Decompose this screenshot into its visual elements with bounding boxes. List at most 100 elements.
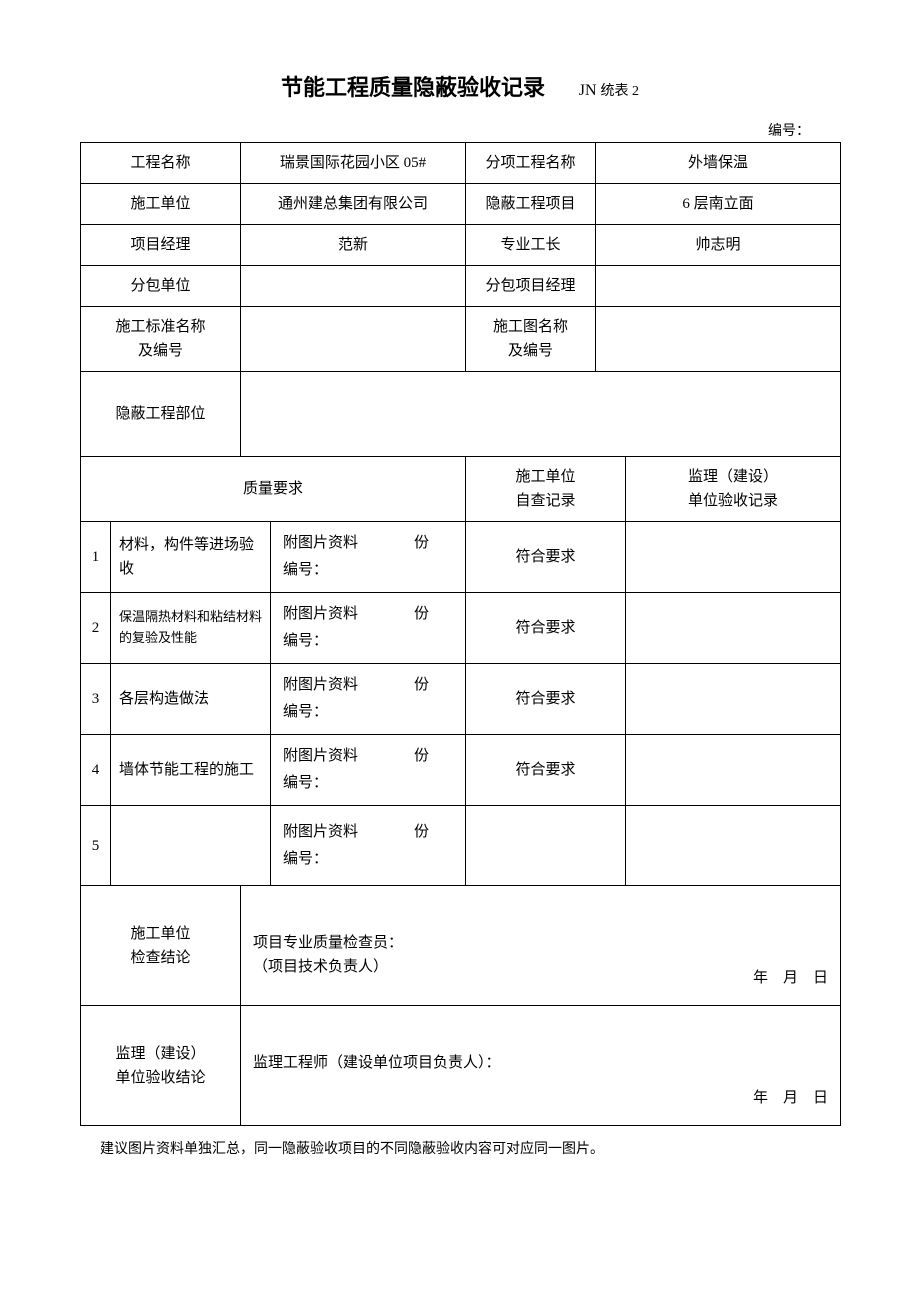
supervision-label-line2: 单位验收记录 bbox=[688, 493, 778, 509]
item-result: 符合要求 bbox=[466, 735, 626, 806]
item-row: 2 保温隔热材料和粘结材料的复验及性能 附图片资料 份 编号： 符合要求 bbox=[81, 593, 841, 664]
item-result: 符合要求 bbox=[466, 522, 626, 593]
serial-number-label: 编号： bbox=[80, 120, 840, 140]
construction-unit-label: 施工单位 bbox=[81, 184, 241, 225]
footer-note: 建议图片资料单独汇总，同一隐蔽验收项目的不同隐蔽验收内容可对应同一图片。 bbox=[80, 1138, 840, 1158]
construction-conclusion-content: 项目专业质量检查员： （项目技术负责人） 年 月 日 bbox=[241, 886, 841, 1006]
item-no: 4 bbox=[81, 735, 111, 806]
supervision-conclusion-line1: 监理（建设） bbox=[116, 1046, 206, 1062]
attachment-cell: 附图片资料 份 编号： bbox=[271, 664, 466, 735]
attachment-cell: 附图片资料 份 编号： bbox=[271, 806, 466, 886]
item-result: 符合要求 bbox=[466, 593, 626, 664]
item-row: 1 材料，构件等进场验收 附图片资料 份 编号： 符合要求 bbox=[81, 522, 841, 593]
main-title: 节能工程质量隐蔽验收记录 bbox=[281, 75, 545, 100]
construction-signer-line1: 项目专业质量检查员： bbox=[253, 931, 828, 955]
construction-conclusion-label: 施工单位 检查结论 bbox=[81, 886, 241, 1006]
inspection-table: 工程名称 瑞景国际花园小区 05# 分项工程名称 外墙保温 施工单位 通州建总集… bbox=[80, 142, 841, 1126]
project-manager-label: 项目经理 bbox=[81, 225, 241, 266]
item-no: 3 bbox=[81, 664, 111, 735]
self-check-label: 施工单位 自查记录 bbox=[466, 457, 626, 522]
supervision-result bbox=[626, 593, 841, 664]
table-row: 工程名称 瑞景国际花园小区 05# 分项工程名称 外墙保温 bbox=[81, 143, 841, 184]
attach-text: 附图片资料 bbox=[283, 530, 358, 557]
item-desc: 保温隔热材料和粘结材料的复验及性能 bbox=[111, 593, 271, 664]
supervision-label: 监理（建设） 单位验收记录 bbox=[626, 457, 841, 522]
supervision-conclusion-label: 监理（建设） 单位验收结论 bbox=[81, 1006, 241, 1126]
supervision-result bbox=[626, 735, 841, 806]
project-name-value: 瑞景国际花园小区 05# bbox=[241, 143, 466, 184]
attach-unit: 份 bbox=[414, 601, 429, 628]
location-label: 隐蔽工程部位 bbox=[81, 372, 241, 457]
item-desc bbox=[111, 806, 271, 886]
construction-conclusion-row: 施工单位 检查结论 项目专业质量检查员： （项目技术负责人） 年 月 日 bbox=[81, 886, 841, 1006]
supervision-conclusion-line2: 单位验收结论 bbox=[116, 1070, 206, 1086]
table-row: 施工单位 通州建总集团有限公司 隐蔽工程项目 6 层南立面 bbox=[81, 184, 841, 225]
standard-label-line1: 施工标准名称 bbox=[116, 319, 206, 335]
sub-title: JN 统表 2 bbox=[579, 82, 639, 99]
attach-number-label: 编号： bbox=[283, 557, 459, 584]
project-manager-value: 范新 bbox=[241, 225, 466, 266]
sub-project-label: 分项工程名称 bbox=[466, 143, 596, 184]
supervision-conclusion-row: 监理（建设） 单位验收结论 监理工程师（建设单位项目负责人）： 年 月 日 bbox=[81, 1006, 841, 1126]
item-result bbox=[466, 806, 626, 886]
project-name-label: 工程名称 bbox=[81, 143, 241, 184]
item-row: 5 附图片资料 份 编号： bbox=[81, 806, 841, 886]
item-desc: 各层构造做法 bbox=[111, 664, 271, 735]
table-row: 分包单位 分包项目经理 bbox=[81, 266, 841, 307]
title-row: 节能工程质量隐蔽验收记录 JN 统表 2 bbox=[80, 70, 840, 102]
construction-conclusion-line2: 检查结论 bbox=[131, 950, 191, 966]
location-value bbox=[241, 372, 841, 457]
attach-unit: 份 bbox=[414, 672, 429, 699]
construction-unit-value: 通州建总集团有限公司 bbox=[241, 184, 466, 225]
sub-pm-value bbox=[596, 266, 841, 307]
code-prefix: JN bbox=[579, 82, 597, 99]
supervision-conclusion-content: 监理工程师（建设单位项目负责人）： 年 月 日 bbox=[241, 1006, 841, 1126]
foreman-value: 帅志明 bbox=[596, 225, 841, 266]
drawing-label-line2: 及编号 bbox=[508, 343, 553, 359]
supervision-result bbox=[626, 806, 841, 886]
attach-number-label: 编号： bbox=[283, 846, 459, 873]
self-check-label-line2: 自查记录 bbox=[516, 493, 576, 509]
self-check-label-line1: 施工单位 bbox=[516, 469, 576, 485]
sub-pm-label: 分包项目经理 bbox=[466, 266, 596, 307]
table-row: 隐蔽工程部位 bbox=[81, 372, 841, 457]
hidden-project-label: 隐蔽工程项目 bbox=[466, 184, 596, 225]
drawing-label-line1: 施工图名称 bbox=[493, 319, 568, 335]
item-row: 4 墙体节能工程的施工 附图片资料份 编号： 符合要求 bbox=[81, 735, 841, 806]
item-desc: 材料，构件等进场验收 bbox=[111, 522, 271, 593]
attachment-cell: 附图片资料份 编号： bbox=[271, 735, 466, 806]
attach-unit: 份 bbox=[414, 819, 429, 846]
supervision-signer: 监理工程师（建设单位项目负责人）： bbox=[253, 1051, 828, 1075]
attachment-cell: 附图片资料 份 编号： bbox=[271, 593, 466, 664]
table-row: 项目经理 范新 专业工长 帅志明 bbox=[81, 225, 841, 266]
standard-label: 施工标准名称 及编号 bbox=[81, 307, 241, 372]
attach-text: 附图片资料 bbox=[283, 819, 358, 846]
hidden-project-value: 6 层南立面 bbox=[596, 184, 841, 225]
quality-label: 质量要求 bbox=[81, 457, 466, 522]
attach-number-label: 编号： bbox=[283, 699, 459, 726]
standard-value bbox=[241, 307, 466, 372]
supervision-result bbox=[626, 664, 841, 735]
item-row: 3 各层构造做法 附图片资料 份 编号： 符合要求 bbox=[81, 664, 841, 735]
supervision-result bbox=[626, 522, 841, 593]
item-no: 2 bbox=[81, 593, 111, 664]
sub-project-value: 外墙保温 bbox=[596, 143, 841, 184]
attach-number-label: 编号： bbox=[283, 628, 459, 655]
construction-signer-line2: （项目技术负责人） bbox=[253, 955, 828, 979]
item-result: 符合要求 bbox=[466, 664, 626, 735]
drawing-value bbox=[596, 307, 841, 372]
attach-unit: 份 bbox=[414, 530, 429, 557]
item-no: 1 bbox=[81, 522, 111, 593]
subcontractor-label: 分包单位 bbox=[81, 266, 241, 307]
attach-text: 附图片资料 bbox=[283, 601, 358, 628]
foreman-label: 专业工长 bbox=[466, 225, 596, 266]
attach-text: 附图片资料 bbox=[283, 743, 358, 770]
supervision-date: 年 月 日 bbox=[753, 1086, 828, 1110]
attach-text: 附图片资料 bbox=[283, 672, 358, 699]
construction-date: 年 月 日 bbox=[753, 966, 828, 990]
standard-label-line2: 及编号 bbox=[138, 343, 183, 359]
code-suffix: 统表 2 bbox=[601, 84, 640, 99]
drawing-label: 施工图名称 及编号 bbox=[466, 307, 596, 372]
item-no: 5 bbox=[81, 806, 111, 886]
attach-number-label: 编号： bbox=[283, 770, 459, 797]
